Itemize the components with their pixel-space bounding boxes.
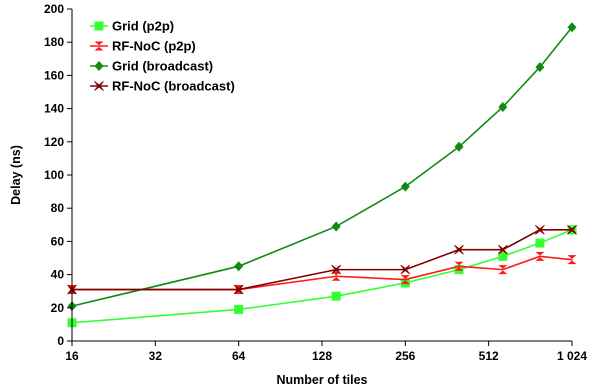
legend-marker: [94, 21, 104, 31]
data-point-rf-noc-p2p: [400, 275, 410, 285]
x-tick-label: 512: [479, 349, 499, 363]
data-point-rf-noc-p2p: [331, 271, 341, 281]
data-point-rf-noc-broadcast: [498, 244, 508, 255]
y-axis-title: Delay (ns): [9, 145, 23, 205]
series-line-rf-noc-broadcast: [72, 228, 572, 291]
y-tick-label: 100: [44, 168, 64, 182]
data-point-grid-broadcast: [400, 181, 410, 192]
legend: Grid (p2p) RF-NoC (p2p) Grid (broadcast) RF…: [90, 19, 235, 94]
legend-label: Grid (broadcast): [112, 59, 213, 74]
series-grid-broadcast: [67, 22, 577, 312]
series-line-rf-noc-p2p: [72, 255, 573, 291]
data-point-grid-broadcast: [454, 141, 464, 152]
legend-marker: [94, 81, 104, 91]
x-tick-label: 1 024: [557, 349, 587, 363]
data-point-grid-p2p: [498, 251, 508, 261]
data-point-grid-p2p: [535, 238, 545, 248]
y-tick-label: 140: [44, 102, 64, 116]
data-point-rf-noc-p2p: [535, 251, 545, 261]
x-tick-label: 32: [149, 349, 163, 363]
y-tick-label: 60: [51, 234, 65, 248]
legend-marker: [94, 61, 104, 71]
y-tick-label: 80: [51, 201, 65, 215]
data-point-rf-noc-broadcast: [567, 224, 577, 235]
data-point-rf-noc-broadcast: [233, 284, 244, 295]
data-point-grid-broadcast: [567, 22, 577, 33]
data-point-rf-noc-broadcast: [400, 264, 411, 275]
data-point-grid-broadcast: [498, 101, 508, 112]
series-line-grid-broadcast: [71, 26, 573, 307]
y-tick-label: 180: [44, 35, 64, 49]
series-grid-p2p: [67, 225, 577, 328]
legend-item-rf-noc-p2p: RF-NoC (p2p): [90, 39, 196, 54]
data-point-rf-noc-broadcast: [331, 264, 341, 275]
x-tick-label: 64: [232, 349, 246, 363]
data-point-grid-p2p: [234, 304, 244, 314]
data-point-rf-noc-broadcast: [535, 224, 545, 235]
legend-item-grid-broadcast: Grid (broadcast): [90, 59, 213, 74]
legend-label: RF-NoC (p2p): [112, 39, 196, 54]
data-point-rf-noc-p2p: [567, 255, 577, 265]
legend-label: Grid (p2p): [112, 19, 174, 34]
x-tick-label: 128: [312, 349, 332, 363]
y-tick-label: 200: [44, 2, 64, 16]
data-point-grid-p2p: [331, 291, 341, 301]
data-point-grid-broadcast: [234, 261, 244, 272]
legend-label: RF-NoC (broadcast): [112, 79, 235, 94]
y-tick-label: 120: [44, 135, 64, 149]
data-point-grid-broadcast: [331, 221, 341, 232]
x-axis-title: Number of tiles: [277, 373, 368, 387]
legend-item-grid-p2p: Grid (p2p): [90, 19, 174, 34]
legend-item-rf-noc-broadcast: RF-NoC (broadcast): [90, 79, 235, 94]
legend-marker: [94, 41, 104, 51]
y-tick-label: 40: [51, 268, 65, 282]
y-tick-label: 20: [51, 301, 65, 315]
data-point-grid-broadcast: [535, 62, 545, 73]
data-point-rf-noc-p2p: [498, 265, 508, 275]
series-line-grid-p2p: [71, 229, 573, 324]
data-point-rf-noc-broadcast: [454, 244, 464, 255]
axes: 0 20 40 60 80 100 120 140 160 180 200 16 32 64 128 256 5…: [44, 2, 587, 363]
y-tick-label: 160: [44, 68, 64, 82]
x-tick-label: 16: [65, 349, 79, 363]
x-tick-label: 256: [395, 349, 415, 363]
y-tick-label: 0: [57, 334, 64, 348]
data-point-rf-noc-p2p: [454, 261, 464, 271]
